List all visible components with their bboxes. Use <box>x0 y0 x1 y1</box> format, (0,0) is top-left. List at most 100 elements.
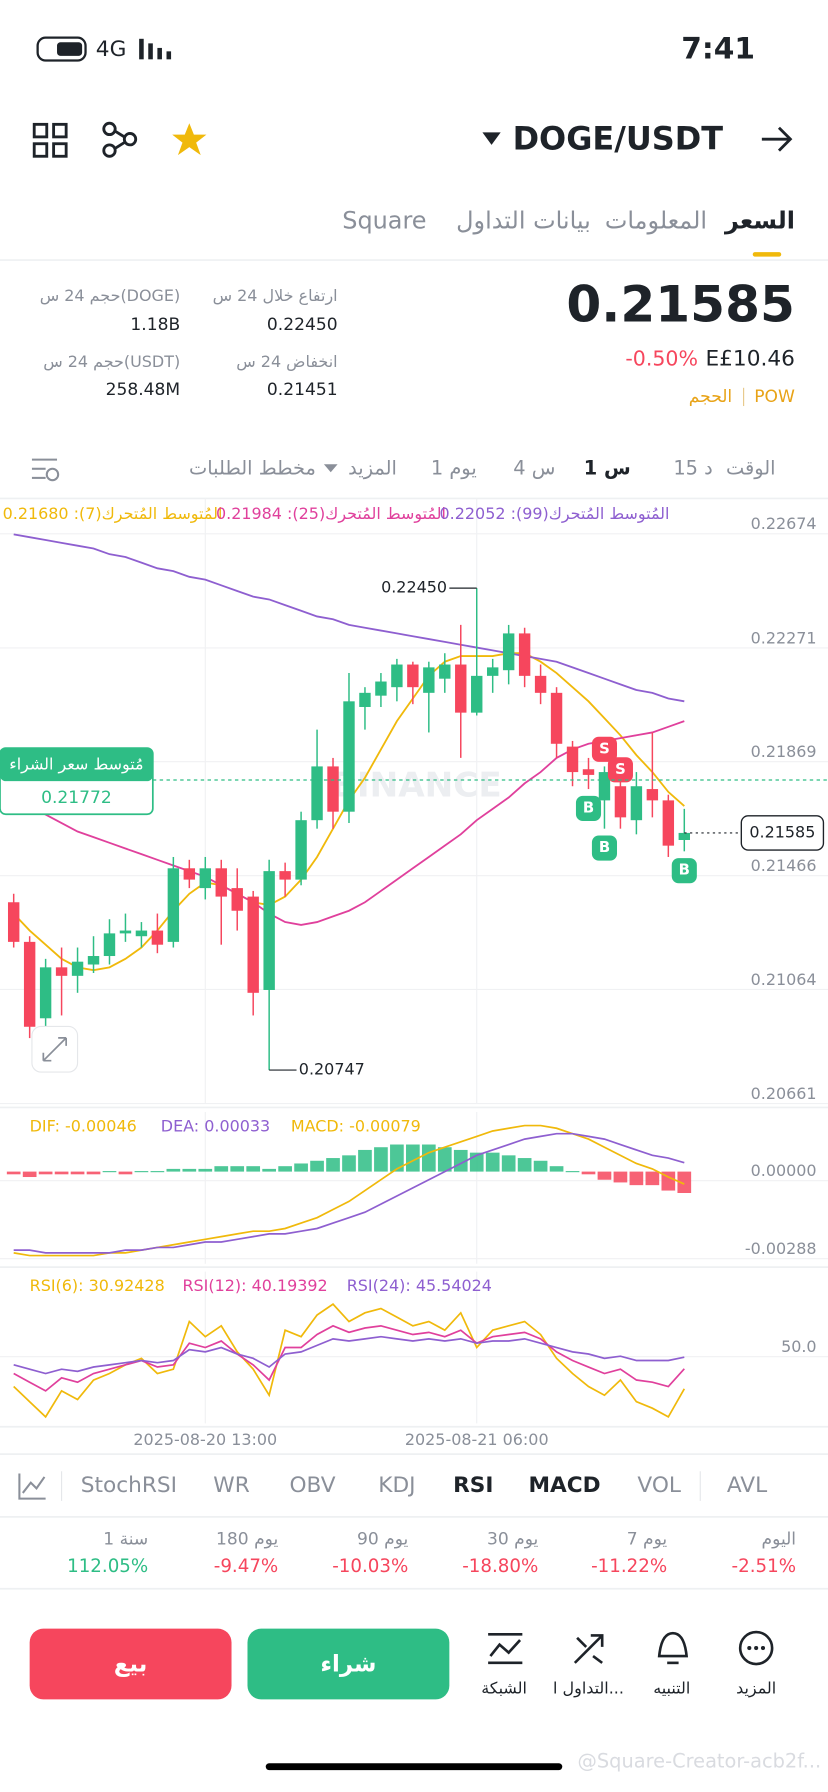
macd-bar <box>581 1171 596 1175</box>
indicator-tab[interactable]: WR <box>213 1473 249 1498</box>
buy-button[interactable] <box>247 1628 450 1700</box>
macd-bar <box>230 1166 245 1172</box>
period-label: اليوم <box>762 1530 797 1550</box>
macd-bar <box>102 1171 117 1173</box>
symbol[interactable]: DOGE/USDT <box>513 119 724 157</box>
macd-bar <box>645 1171 660 1186</box>
macd-bar <box>406 1144 420 1172</box>
candle-body <box>534 675 547 693</box>
high-label: 0.22450 <box>381 578 447 597</box>
sell-signal <box>607 757 633 783</box>
macd-bar <box>6 1171 21 1175</box>
share-icon[interactable] <box>102 121 138 158</box>
candle-body <box>343 701 355 812</box>
tool-label[interactable]: التداول ا... <box>553 1679 624 1699</box>
macd-bar <box>70 1171 85 1175</box>
candle-body <box>167 868 180 942</box>
period-change: -18.80% <box>462 1556 538 1577</box>
stat-label: حجم 24 س(USDT) <box>43 352 180 371</box>
candle-body <box>279 871 291 880</box>
period-label: 7 يوم <box>627 1530 668 1550</box>
sell-button[interactable] <box>29 1628 232 1700</box>
buy-signal <box>671 858 697 884</box>
buy-signal-label: B <box>599 839 610 856</box>
tag[interactable]: POW <box>754 387 795 407</box>
tab[interactable]: السعر <box>724 206 795 234</box>
timeframe[interactable]: 1 س <box>584 456 631 479</box>
macd-bar <box>390 1144 404 1172</box>
tab[interactable]: بيانات التداول <box>456 206 591 234</box>
x-tick-label: 2025-08-20 13:00 <box>133 1430 277 1449</box>
macd-bar <box>374 1147 388 1172</box>
candle-body <box>598 772 611 801</box>
tool-label[interactable]: المزيد <box>736 1679 776 1699</box>
macd-bar <box>485 1152 500 1172</box>
candle-body <box>231 888 243 911</box>
macd-bar <box>661 1171 676 1191</box>
timeframe[interactable]: 4 س <box>513 456 555 479</box>
dropdown-caret[interactable] <box>323 464 338 473</box>
candle-body <box>359 692 371 707</box>
candle-body <box>423 667 435 693</box>
macd-bar <box>294 1163 308 1172</box>
tool-icons[interactable] <box>488 1630 774 1666</box>
clock: 7:41 <box>681 31 755 66</box>
indicator-tab[interactable]: StochRSI <box>81 1473 177 1498</box>
symbol-dropdown[interactable] <box>482 132 501 145</box>
chart-settings-icon[interactable] <box>31 458 60 482</box>
macd-bar <box>533 1160 548 1172</box>
candle-body <box>646 789 659 801</box>
macd-bar <box>278 1166 292 1172</box>
candle-body <box>295 820 307 880</box>
indicator-tab[interactable]: RSI <box>453 1473 493 1498</box>
candle-body <box>7 902 20 942</box>
macd-bar <box>342 1155 356 1172</box>
grid-icon[interactable] <box>32 122 68 158</box>
indicator-tab[interactable]: MACD <box>528 1473 600 1498</box>
candle-body <box>566 746 579 773</box>
rsi-line <box>13 1324 685 1392</box>
average-buy-header <box>0 748 153 782</box>
stat-label: انخفاض 24 س <box>236 352 337 372</box>
home-indicator <box>265 1763 563 1771</box>
indicator-tab[interactable]: OBV <box>289 1473 335 1498</box>
timeframe[interactable]: 15 د <box>673 456 712 479</box>
indicator-tab[interactable]: VOL <box>637 1473 681 1498</box>
period-change: -9.47% <box>214 1556 279 1577</box>
candle-body <box>311 766 323 821</box>
candle-body <box>486 667 499 676</box>
sell-label[interactable]: بيع <box>114 1652 147 1678</box>
tab[interactable]: Square <box>342 206 426 234</box>
average-buy-title: مُتوسط سعر الشراء <box>9 755 143 775</box>
tab[interactable]: المعلومات <box>605 206 707 234</box>
candle-body <box>151 930 164 945</box>
timeframe[interactable]: الوقت <box>726 456 776 479</box>
timeframe[interactable]: المزيد <box>348 456 397 479</box>
indicator-tab[interactable]: KDJ <box>378 1473 415 1498</box>
indicator-tab[interactable]: AVL <box>727 1473 767 1498</box>
watermark: BINANCE <box>331 765 502 805</box>
legend-entry: RSI(6): 30.92428 <box>30 1276 165 1295</box>
forward-arrow[interactable] <box>761 126 793 152</box>
indicator-icon[interactable] <box>18 1473 46 1500</box>
candle-body <box>215 868 227 897</box>
buy-label[interactable]: شراء <box>320 1652 376 1678</box>
macd-bar <box>613 1171 628 1183</box>
sell-signal-label: S <box>599 740 610 757</box>
candle-body <box>614 786 627 818</box>
candle-body <box>407 664 419 688</box>
candle-body <box>662 800 675 846</box>
timeframe[interactable]: مخطط الطلبات <box>189 456 316 479</box>
macd-bar <box>358 1149 372 1172</box>
tool-label[interactable]: الشبكة <box>481 1679 527 1698</box>
y-tick-label: 50.0 <box>781 1337 817 1356</box>
tool-label[interactable]: التنبيه <box>653 1679 690 1698</box>
tag[interactable]: الحجم <box>689 387 732 407</box>
macd-bar <box>54 1171 69 1175</box>
timeframe[interactable]: 1 يوم <box>431 456 477 479</box>
rsi-line <box>13 1303 686 1419</box>
moving-average-line <box>13 533 685 703</box>
legend-entry: DIF: -0.00046 <box>30 1116 137 1135</box>
favorite-star[interactable] <box>172 123 207 156</box>
